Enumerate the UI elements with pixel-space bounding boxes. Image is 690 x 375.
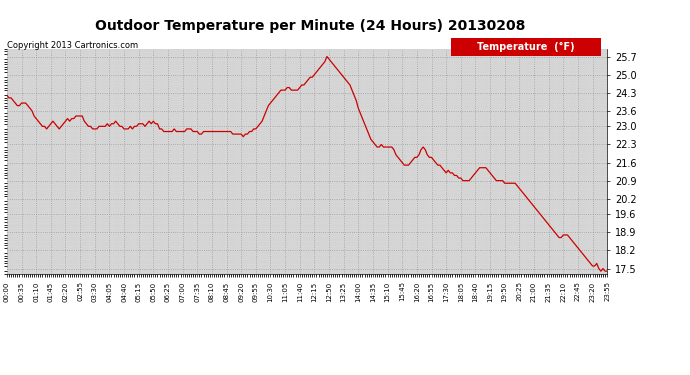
Text: Temperature  (°F): Temperature (°F) <box>477 42 575 51</box>
Text: Outdoor Temperature per Minute (24 Hours) 20130208: Outdoor Temperature per Minute (24 Hours… <box>95 19 526 33</box>
Text: Copyright 2013 Cartronics.com: Copyright 2013 Cartronics.com <box>7 41 138 50</box>
